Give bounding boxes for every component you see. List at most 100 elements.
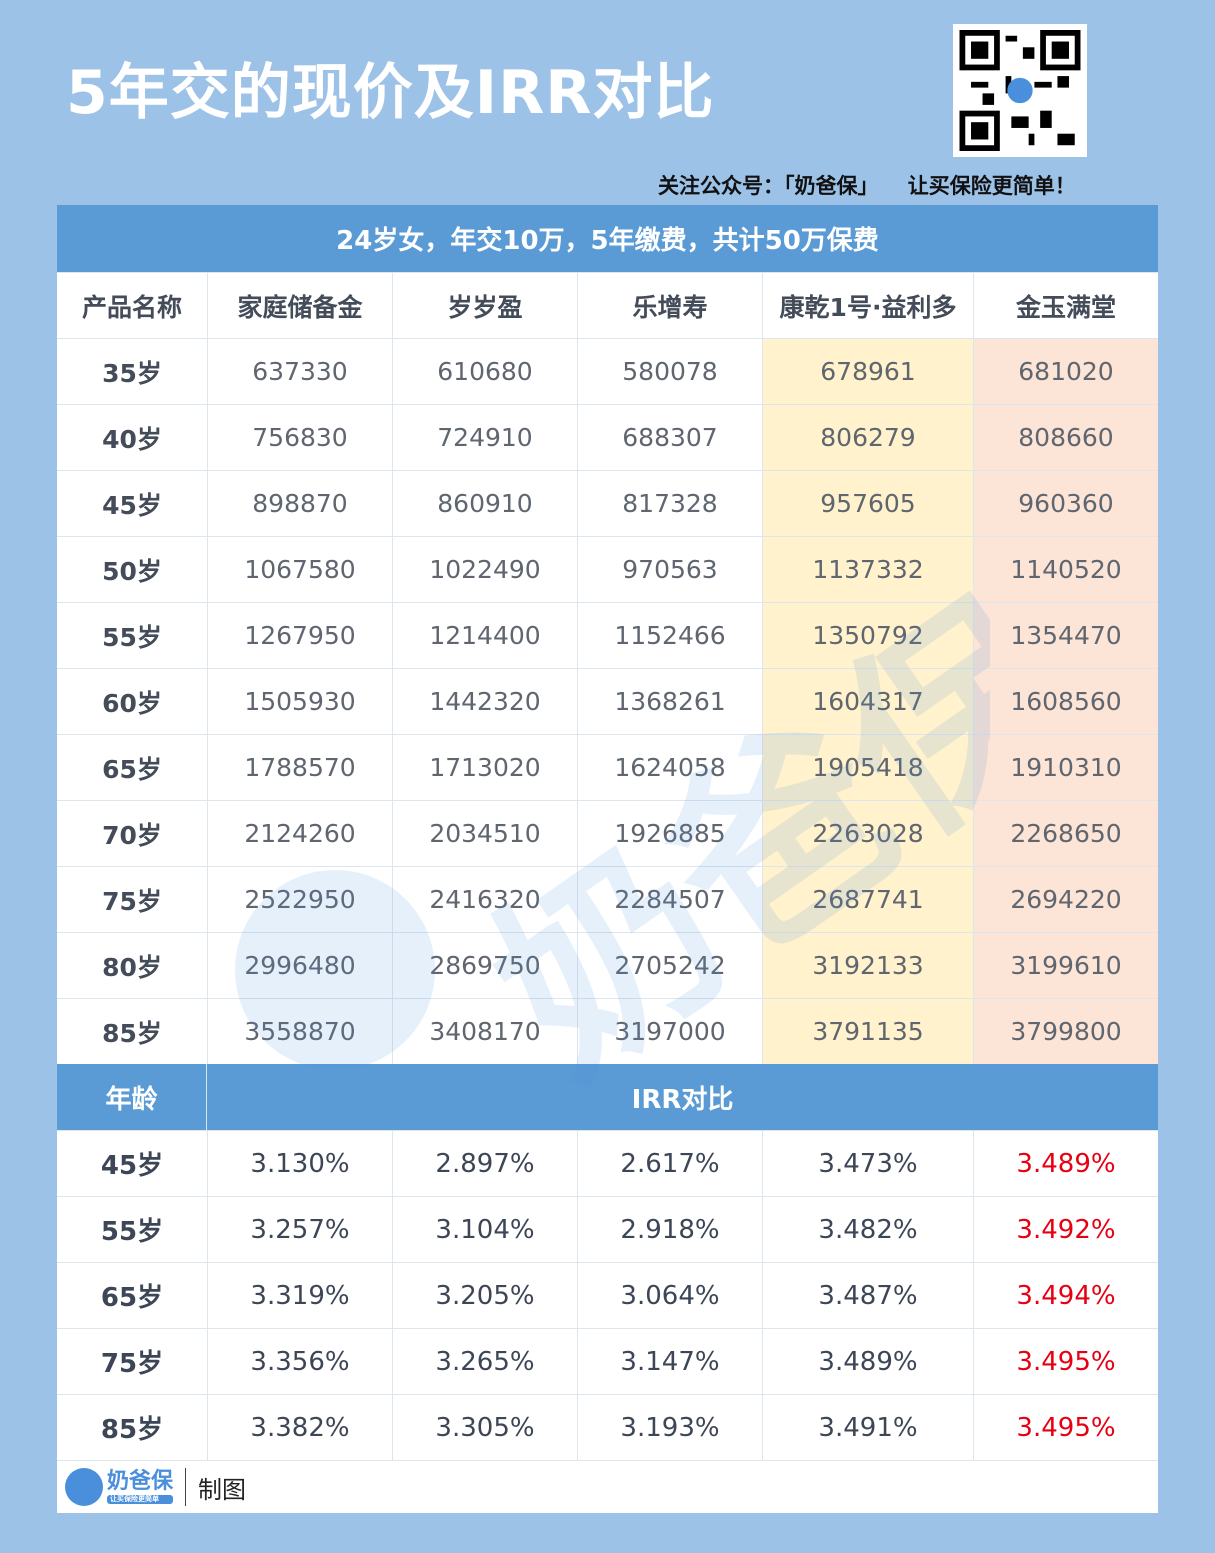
value-cell: 1788570 xyxy=(207,735,392,800)
value-cell: 898870 xyxy=(207,471,392,536)
value-cell: 1905418 xyxy=(762,735,973,800)
value-cell: 681020 xyxy=(973,339,1158,404)
column-header: 康乾1号·益利多 xyxy=(762,273,973,338)
value-cell: 1624058 xyxy=(577,735,762,800)
value-cell: 3.495% xyxy=(973,1395,1158,1460)
age-cell: 35岁 xyxy=(102,358,162,388)
logo-icon xyxy=(65,1468,103,1506)
value-cell: 3.495% xyxy=(973,1329,1158,1394)
value-cell: 1505930 xyxy=(207,669,392,734)
value-cell: 3799800 xyxy=(973,999,1158,1064)
age-cell: 85岁 xyxy=(100,1415,164,1445)
value-cell: 2687741 xyxy=(762,867,973,932)
age-cell: 80岁 xyxy=(102,952,162,982)
table-row: 80岁 2996480 2869750 2705242 3192133 3199610 xyxy=(57,932,1158,998)
value-cell: 3.130% xyxy=(207,1131,392,1196)
logo-subtext: 让买保险更简单 xyxy=(107,1494,174,1504)
table-row: 65岁 1788570 1713020 1624058 1905418 1910310 xyxy=(57,734,1158,800)
irr-header: 年龄 IRR对比 xyxy=(57,1064,1158,1130)
age-cell: 45岁 xyxy=(100,1151,164,1181)
value-cell: 1267950 xyxy=(207,603,392,668)
value-cell: 1608560 xyxy=(973,669,1158,734)
value-cell: 3408170 xyxy=(392,999,577,1064)
value-cell: 2705242 xyxy=(577,933,762,998)
value-cell: 2124260 xyxy=(207,801,392,866)
value-cell: 3.473% xyxy=(762,1131,973,1196)
value-cell: 2263028 xyxy=(762,801,973,866)
logo-text: 奶爸保 xyxy=(107,1468,174,1494)
value-cell: 817328 xyxy=(577,471,762,536)
column-header: 产品名称 xyxy=(81,292,182,322)
value-cell: 688307 xyxy=(577,405,762,470)
table-row: 50岁 1067580 1022490 970563 1137332 1140520 xyxy=(57,536,1158,602)
age-cell: 45岁 xyxy=(102,490,162,520)
value-cell: 610680 xyxy=(392,339,577,404)
age-cell: 75岁 xyxy=(100,1349,164,1379)
column-header: 岁岁盈 xyxy=(392,273,577,338)
age-cell: 55岁 xyxy=(102,622,162,652)
value-cell: 2869750 xyxy=(392,933,577,998)
irr-age-label: 年龄 xyxy=(57,1064,207,1130)
value-cell: 1022490 xyxy=(392,537,577,602)
value-cell: 1214400 xyxy=(392,603,577,668)
value-cell: 3.147% xyxy=(577,1329,762,1394)
value-cell: 1137332 xyxy=(762,537,973,602)
value-cell: 3.104% xyxy=(392,1197,577,1262)
value-cell: 3.491% xyxy=(762,1395,973,1460)
follow-text: 关注公众号：「奶爸保」 让买保险更简单！ xyxy=(658,174,1076,198)
value-cell: 2416320 xyxy=(392,867,577,932)
value-cell: 2.617% xyxy=(577,1131,762,1196)
value-cell: 3199610 xyxy=(973,933,1158,998)
table-row: 85岁 3558870 3408170 3197000 3791135 3799800 xyxy=(57,998,1158,1064)
table-row: 70岁 2124260 2034510 1926885 2263028 2268650 xyxy=(57,800,1158,866)
value-cell: 724910 xyxy=(392,405,577,470)
value-cell: 2694220 xyxy=(973,867,1158,932)
value-cell: 970563 xyxy=(577,537,762,602)
value-cell: 3.193% xyxy=(577,1395,762,1460)
column-header: 乐增寿 xyxy=(577,273,762,338)
comparison-table: 24岁女，年交10万，5年缴费，共计50万保费 产品名称 家庭储备金 岁岁盈 乐… xyxy=(57,205,1158,1513)
value-cell: 3.382% xyxy=(207,1395,392,1460)
age-cell: 55岁 xyxy=(100,1217,164,1247)
value-cell: 2034510 xyxy=(392,801,577,866)
value-cell: 1140520 xyxy=(973,537,1158,602)
age-cell: 70岁 xyxy=(102,820,162,850)
value-cell: 3.305% xyxy=(392,1395,577,1460)
value-cell: 637330 xyxy=(207,339,392,404)
brand-logo: 奶爸保 让买保险更简单 xyxy=(65,1468,174,1506)
value-cell: 3.257% xyxy=(207,1197,392,1262)
irr-title: IRR对比 xyxy=(631,1084,734,1115)
value-cell: 3.494% xyxy=(973,1263,1158,1328)
value-cell: 3.489% xyxy=(762,1329,973,1394)
column-header: 家庭储备金 xyxy=(207,273,392,338)
value-cell: 3.482% xyxy=(762,1197,973,1262)
page-title: 5年交的现价及IRR对比 xyxy=(66,58,715,128)
table-row: 60岁 1505930 1442320 1368261 1604317 1608560 xyxy=(57,668,1158,734)
table-row: 55岁 1267950 1214400 1152466 1350792 1354470 xyxy=(57,602,1158,668)
value-cell: 1350792 xyxy=(762,603,973,668)
value-cell: 1604317 xyxy=(762,669,973,734)
value-cell: 1354470 xyxy=(973,603,1158,668)
column-header-row: 产品名称 家庭储备金 岁岁盈 乐增寿 康乾1号·益利多 金玉满堂 xyxy=(57,272,1158,338)
made-by-label: 制图 xyxy=(198,1475,247,1504)
value-cell: 3558870 xyxy=(207,999,392,1064)
table-row: 55岁 3.257% 3.104% 2.918% 3.482% 3.492% xyxy=(57,1196,1158,1262)
table-row: 75岁 3.356% 3.265% 3.147% 3.489% 3.495% xyxy=(57,1328,1158,1394)
age-cell: 75岁 xyxy=(102,886,162,916)
value-cell: 2522950 xyxy=(207,867,392,932)
value-cell: 806279 xyxy=(762,405,973,470)
value-cell: 3197000 xyxy=(577,999,762,1064)
value-cell: 860910 xyxy=(392,471,577,536)
table-row: 65岁 3.319% 3.205% 3.064% 3.487% 3.494% xyxy=(57,1262,1158,1328)
qr-code xyxy=(953,24,1087,157)
value-cell: 2996480 xyxy=(207,933,392,998)
table-row: 85岁 3.382% 3.305% 3.193% 3.491% 3.495% xyxy=(57,1394,1158,1460)
table-row: 75岁 2522950 2416320 2284507 2687741 2694220 xyxy=(57,866,1158,932)
value-cell: 1067580 xyxy=(207,537,392,602)
value-cell: 3.487% xyxy=(762,1263,973,1328)
value-cell: 1152466 xyxy=(577,603,762,668)
value-cell: 1926885 xyxy=(577,801,762,866)
table-row: 45岁 3.130% 2.897% 2.617% 3.473% 3.489% xyxy=(57,1130,1158,1196)
value-cell: 2.918% xyxy=(577,1197,762,1262)
value-cell: 1713020 xyxy=(392,735,577,800)
